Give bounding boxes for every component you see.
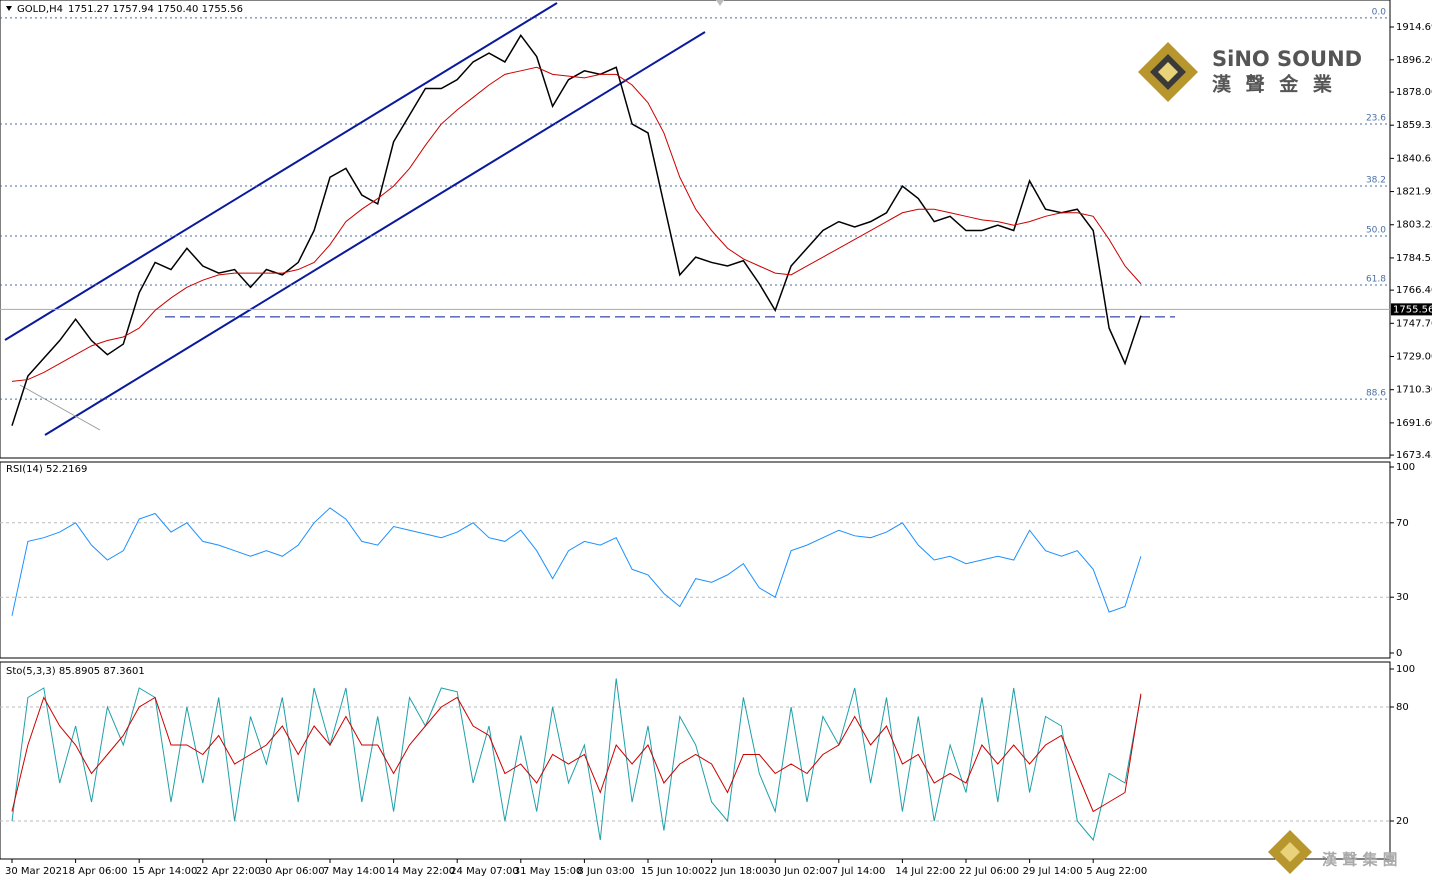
fib-label: 88.6 — [1366, 389, 1386, 399]
panel-title: RSI(14) 52.2169 — [6, 464, 87, 475]
y-tick-label: 1840.65 — [1396, 153, 1432, 164]
y-tick-label: 1729.00 — [1396, 351, 1432, 362]
y-tick-label: 1859.35 — [1396, 120, 1432, 131]
current-price: 1755.56 — [1393, 304, 1432, 315]
symbol: GOLD,H4 — [17, 4, 63, 15]
x-tick-label: 30 Jun 02:00 — [768, 866, 832, 877]
x-tick-label: 30 Apr 06:00 — [259, 866, 324, 877]
y-tick-label: 80 — [1396, 702, 1409, 713]
y-tick-label: 30 — [1396, 592, 1409, 603]
fib-label: 23.6 — [1366, 114, 1386, 124]
rsi-panel — [0, 461, 1391, 659]
logo-name: SiNO SOUND — [1212, 47, 1362, 71]
y-tick-label: 1747.70 — [1396, 318, 1432, 329]
y-tick-label: 1691.60 — [1396, 418, 1432, 429]
sto-panel — [0, 661, 1391, 860]
x-tick-label: 22 Apr 22:00 — [196, 866, 261, 877]
x-tick-label: 8 Jun 03:00 — [577, 866, 634, 877]
x-tick-label: 22 Jun 18:00 — [705, 866, 769, 877]
y-tick-label: 1784.55 — [1396, 253, 1432, 264]
logo-core — [1158, 62, 1178, 82]
series-line — [11, 33, 1142, 426]
fib-label: 38.2 — [1366, 175, 1386, 185]
main-panel — [0, 0, 1391, 459]
fib-label: 61.8 — [1366, 274, 1386, 284]
logo-subtitle: 漢 聲 金 業 — [1212, 73, 1336, 96]
x-tick-label: 30 Mar 2021 — [5, 866, 68, 877]
x-tick-label: 14 Jul 22:00 — [895, 866, 955, 877]
x-tick-label: 31 May 15:00 — [514, 866, 583, 877]
y-tick-label: 1673.45 — [1396, 450, 1432, 461]
series-line — [11, 678, 1142, 842]
x-tick-label: 24 May 07:00 — [450, 866, 519, 877]
y-tick-label: 100 — [1396, 664, 1415, 675]
panel-title: Sto(5,3,3) 85.8905 87.3601 — [6, 666, 145, 677]
y-tick-label: 70 — [1396, 518, 1409, 529]
x-tick-label: 8 Apr 06:00 — [69, 866, 128, 877]
x-tick-label: 14 May 22:00 — [387, 866, 456, 877]
fib-label: 50.0 — [1366, 226, 1386, 236]
x-tick-label: 5 Aug 22:00 — [1086, 866, 1147, 877]
x-tick-label: 22 Jul 06:00 — [959, 866, 1019, 877]
symbol-icon — [6, 6, 12, 11]
y-tick-label: 1710.30 — [1396, 385, 1432, 396]
channel-upper — [4, 2, 558, 341]
y-tick-label: 1878.00 — [1396, 87, 1432, 98]
price-box — [1391, 303, 1432, 316]
logo-group: 漢 聲 集 團 — [1322, 851, 1398, 869]
x-tick-label: 29 Jul 14:00 — [1023, 866, 1083, 877]
y-tick-label: 1896.20 — [1396, 55, 1432, 66]
logo-small-core — [1280, 842, 1300, 862]
series-line — [11, 66, 1142, 382]
logo: SiNO SOUND 漢 聲 金 業 漢 聲 集 團 — [1138, 42, 1398, 874]
trend-line — [19, 384, 101, 431]
y-tick-label: 1766.40 — [1396, 285, 1432, 296]
scroll-marker — [716, 0, 724, 6]
fib-label: 0.0 — [1372, 7, 1387, 17]
series-line — [11, 507, 1142, 616]
quote: 1751.27 1757.94 1750.40 1755.56 — [68, 4, 243, 15]
x-tick-label: 15 Jun 10:00 — [641, 866, 705, 877]
series-line — [11, 693, 1142, 813]
y-tick-label: 100 — [1396, 462, 1415, 473]
y-tick-label: 1914.69 — [1396, 22, 1432, 33]
x-tick-label: 7 May 14:00 — [323, 866, 385, 877]
y-tick-label: 0 — [1396, 648, 1402, 659]
x-tick-label: 7 Jul 14:00 — [832, 866, 886, 877]
y-tick-label: 1821.95 — [1396, 187, 1432, 198]
x-tick-label: 15 Apr 14:00 — [132, 866, 197, 877]
channel-lower — [44, 31, 706, 436]
y-tick-label: 1803.25 — [1396, 220, 1432, 231]
y-tick-label: 20 — [1396, 816, 1409, 827]
